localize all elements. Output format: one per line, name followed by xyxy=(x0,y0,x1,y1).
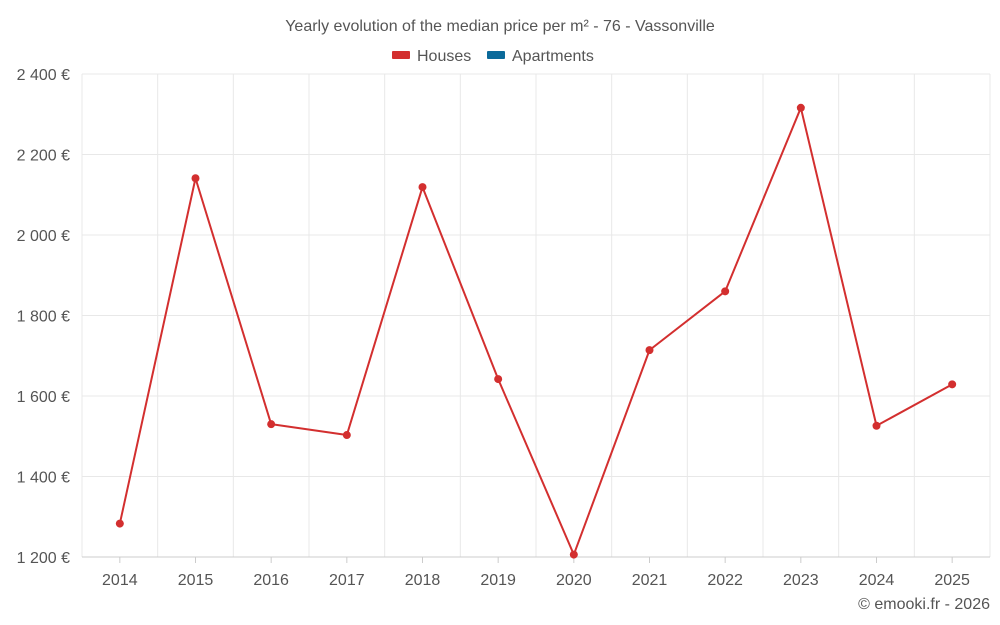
x-tick-label: 2023 xyxy=(783,572,819,589)
data-point[interactable] xyxy=(872,421,881,430)
data-point[interactable] xyxy=(191,174,200,183)
data-point[interactable] xyxy=(721,287,730,296)
x-tick-label: 2016 xyxy=(253,572,289,589)
legend-label-houses: Houses xyxy=(417,48,471,65)
legend-item-houses[interactable]: Houses xyxy=(392,48,471,65)
data-point[interactable] xyxy=(948,380,957,389)
legend-swatch-houses xyxy=(392,51,410,59)
series-line-houses xyxy=(118,106,953,556)
legend-item-apartments[interactable]: Apartments xyxy=(487,48,594,65)
x-tick-label: 2014 xyxy=(102,572,138,589)
data-point[interactable] xyxy=(494,375,503,384)
legend-label-apartments: Apartments xyxy=(512,48,594,65)
x-tick-label: 2015 xyxy=(178,572,214,589)
y-axis: 1 200 € 1 400 € 1 600 € 1 800 € 2 000 € 2 200… xyxy=(17,67,70,567)
legend: Houses Apartments xyxy=(392,48,594,65)
data-point[interactable] xyxy=(115,519,124,528)
legend-swatch-apartments xyxy=(487,51,505,59)
x-axis: 2014 2015 2016 2017 2018 2019 2020 2021 2022 2023… xyxy=(82,556,990,589)
x-tick-label: 2017 xyxy=(329,572,365,589)
x-tick-label: 2020 xyxy=(556,572,592,589)
y-tick-label: 2 000 € xyxy=(17,228,70,245)
y-tick-label: 2 200 € xyxy=(17,148,70,165)
data-point[interactable] xyxy=(342,431,351,440)
y-tick-label: 1 400 € xyxy=(17,470,70,487)
x-tick-label: 2024 xyxy=(859,572,895,589)
x-tick-label: 2018 xyxy=(405,572,441,589)
y-tick-label: 1 200 € xyxy=(17,550,70,567)
data-point[interactable] xyxy=(645,346,654,355)
y-tick-label: 1 600 € xyxy=(17,389,70,406)
x-tick-label: 2022 xyxy=(707,572,743,589)
data-point[interactable] xyxy=(569,550,578,559)
series-houses xyxy=(115,103,957,559)
footer-credit: © emooki.fr - 2026 xyxy=(858,596,990,613)
data-point[interactable] xyxy=(267,420,276,429)
grid xyxy=(81,73,991,557)
y-tick-label: 1 800 € xyxy=(17,309,70,326)
x-tick-label: 2021 xyxy=(632,572,668,589)
x-tick-label: 2025 xyxy=(934,572,970,589)
chart-title: Yearly evolution of the median price per… xyxy=(285,18,715,35)
data-point[interactable] xyxy=(418,183,427,192)
x-tick-label: 2019 xyxy=(480,572,516,589)
y-tick-label: 2 400 € xyxy=(17,67,70,84)
data-point[interactable] xyxy=(796,103,805,112)
